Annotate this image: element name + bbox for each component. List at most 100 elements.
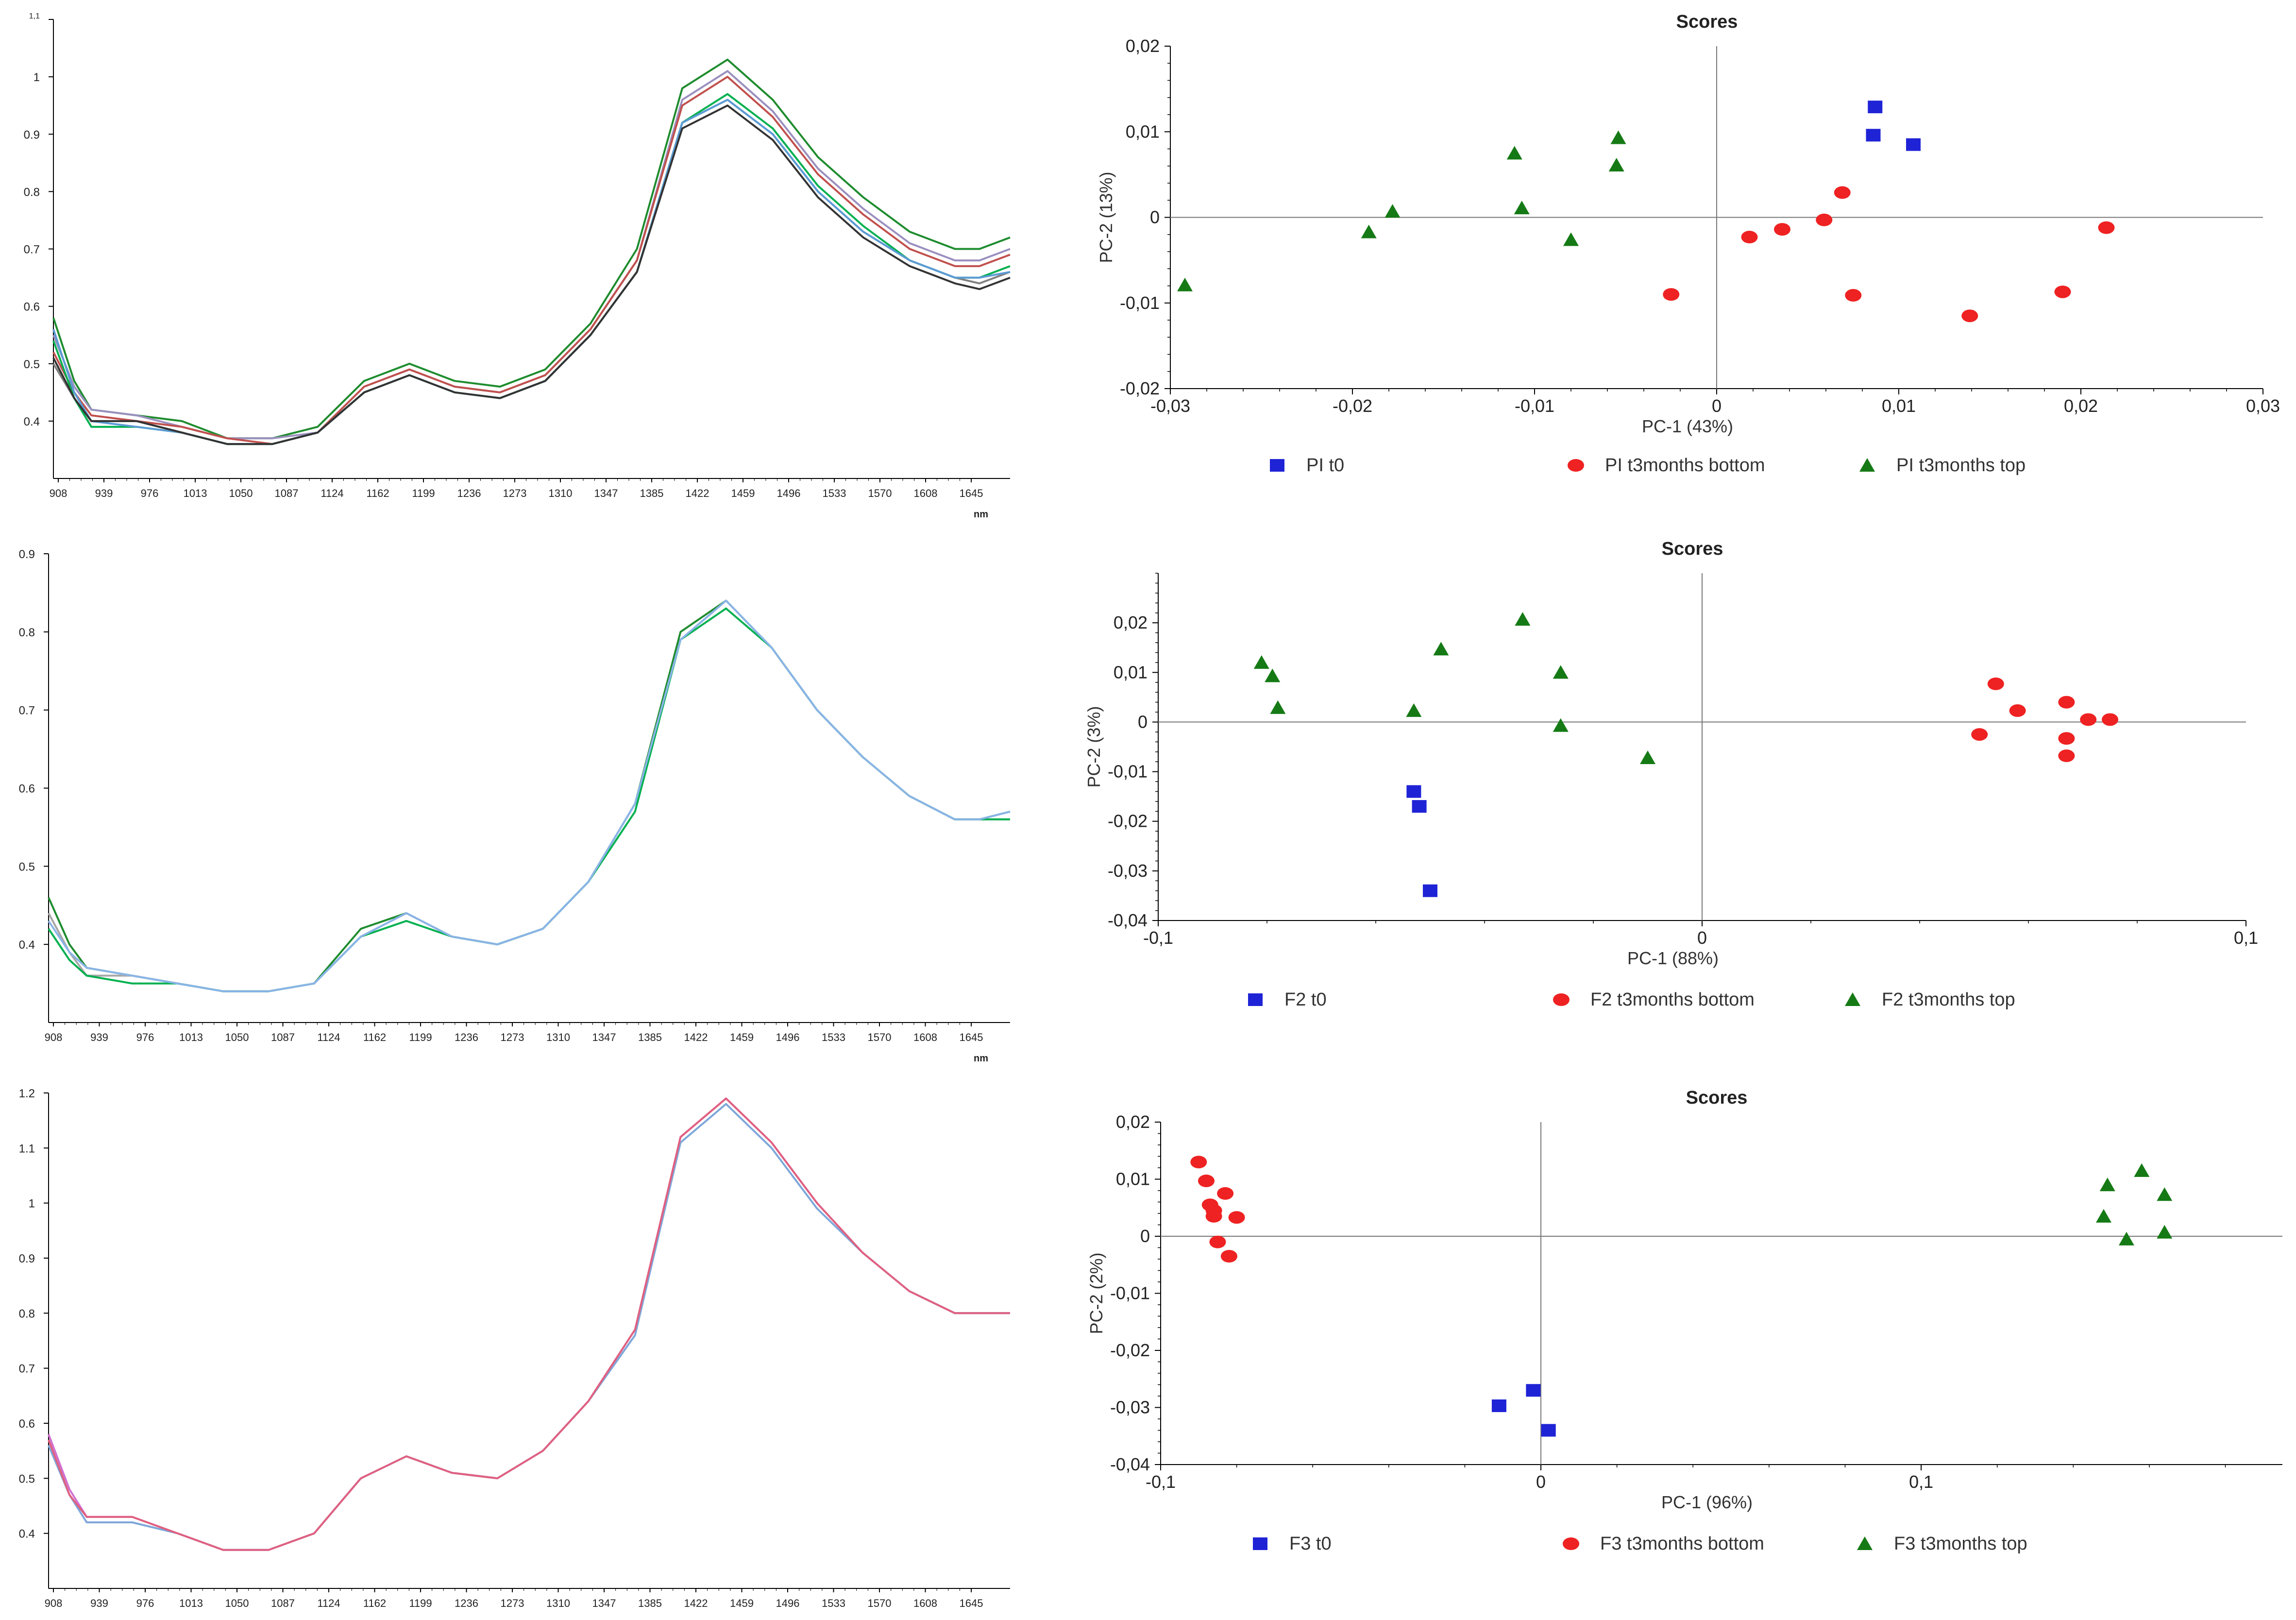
point-square: [1526, 1384, 1541, 1397]
x-tick-label: 0,02: [2064, 396, 2098, 416]
spectrum-line-5: [52, 93, 1011, 445]
point-circle: [1217, 1187, 1234, 1200]
point-triangle: [1270, 700, 1286, 714]
point-circle: [1228, 1211, 1245, 1224]
x-tick-label: 1310: [546, 1597, 570, 1609]
spectrum-line-4: [52, 99, 1011, 445]
x-tick-label: 1310: [549, 487, 573, 499]
x-tick-label: -0,1: [1143, 928, 1173, 948]
x-tick-label: 976: [136, 1597, 154, 1609]
point-circle: [2009, 704, 2026, 717]
x-tick-label: 1347: [592, 1597, 616, 1609]
spectrum-line-1: [52, 58, 1011, 440]
y-tick-label: 1: [34, 71, 40, 84]
spectrum-line-3: [52, 76, 1011, 445]
y-tick-label: 1,1: [29, 12, 40, 20]
legend-swatch-circle: [1553, 993, 1570, 1006]
legend-label: PI t3months bottom: [1605, 455, 1765, 476]
y-axis-label: PC-2 (13%): [1096, 171, 1116, 263]
y-tick-label: 0.6: [19, 783, 35, 796]
y-tick-label: 1.1: [19, 1142, 35, 1155]
x-tick-label: 1385: [638, 1597, 662, 1609]
y-tick-label: 0.6: [19, 1417, 35, 1431]
x-axis-label: PC-1 (88%): [1627, 948, 1719, 968]
spectrum-line-2: [52, 70, 1011, 440]
y-tick-label: 0.5: [24, 358, 40, 371]
x-tick-label: 1533: [822, 1031, 845, 1043]
x-axis-unit-label: nm: [974, 509, 988, 520]
y-tick-label: 0.7: [19, 704, 35, 717]
spectrum-line-7: [52, 104, 1011, 445]
x-axis-unit-label: nm: [974, 1619, 988, 1620]
spectra-chart-3: 0.4 0.5 0.6 0.7 0.8 0.9 1 1.1 1.2 908 939 976 1013 10…: [19, 1087, 1010, 1620]
legend-label: F2 t3months top: [1882, 989, 2015, 1010]
y-tick-label: 0: [1138, 712, 1148, 732]
x-tick-label: 1087: [271, 1031, 295, 1043]
point-triangle: [1406, 703, 1422, 717]
point-circle: [1209, 1235, 1226, 1248]
point-triangle: [2157, 1187, 2173, 1201]
point-triangle: [1640, 750, 1655, 764]
y-tick-label: 1: [29, 1197, 35, 1211]
y-tick-label: -0,04: [1108, 910, 1148, 930]
x-tick-label: 1273: [501, 1597, 524, 1609]
y-tick-label: -0,02: [1110, 1340, 1150, 1360]
x-tick-label: 1124: [321, 487, 343, 499]
x-tick-label: 939: [90, 1597, 108, 1609]
legend-swatch-square: [1270, 459, 1284, 472]
y-tick-label: 0.8: [24, 186, 40, 199]
x-tick-label: 1422: [684, 1031, 708, 1043]
point-square: [1906, 138, 1921, 151]
x-tick-label: 0,03: [2246, 396, 2280, 416]
point-circle: [1845, 289, 1862, 302]
x-tick-label: 1570: [868, 1031, 892, 1043]
point-circle: [1205, 1210, 1222, 1223]
x-tick-label: -0,02: [1333, 396, 1372, 416]
x-tick-label: 1645: [960, 1031, 983, 1043]
point-circle: [1834, 186, 1851, 199]
x-tick-label: 0: [1536, 1472, 1546, 1492]
chart-title: Scores: [1686, 1088, 1748, 1108]
x-axis-label: PC-1 (96%): [1661, 1492, 1753, 1512]
chart-title: Scores: [1676, 12, 1738, 32]
x-tick-label: 1645: [960, 487, 983, 499]
point-triangle: [1253, 655, 1269, 669]
x-tick-label: 1385: [638, 1031, 662, 1043]
y-tick-label: 0.7: [19, 1363, 35, 1376]
legend-swatch-circle: [1563, 1537, 1579, 1550]
point-circle: [2058, 732, 2075, 745]
x-tick-label: 1236: [455, 1597, 478, 1609]
point-circle: [1741, 231, 1758, 244]
point-circle: [1663, 288, 1680, 301]
legend-label: F3 t0: [1289, 1534, 1332, 1554]
y-tick-label: 0.5: [19, 1472, 35, 1485]
x-tick-label: 1013: [179, 1597, 203, 1609]
x-tick-label: 1236: [457, 487, 481, 499]
x-tick-label: 1496: [776, 1597, 800, 1609]
x-tick-label: -0,03: [1150, 396, 1190, 416]
legend-label: F3 t3months bottom: [1600, 1534, 1764, 1554]
x-tick-label: 1273: [503, 487, 527, 499]
x-tick-label: 908: [45, 1597, 63, 1609]
chart-title: Scores: [1662, 539, 1723, 559]
point-triangle: [2134, 1163, 2150, 1177]
x-tick-label: 1013: [184, 487, 207, 499]
x-tick-label: 908: [45, 1031, 63, 1043]
point-circle: [1816, 213, 1833, 226]
x-tick-label: 1310: [546, 1031, 570, 1043]
y-axis-label: PC-2 (3%): [1084, 706, 1104, 787]
x-tick-label: 1570: [868, 487, 892, 499]
legend-swatch-triangle: [1845, 992, 1860, 1006]
y-tick-label: 0.6: [24, 301, 40, 314]
spectrum-line-4: [48, 599, 1011, 992]
x-tick-label: 1385: [640, 487, 664, 499]
spectrum-line-6: [52, 99, 1011, 445]
x-tick-label: 0,1: [1909, 1472, 1933, 1492]
x-tick-label: 1645: [960, 1597, 983, 1609]
x-tick-label: 1050: [225, 1031, 249, 1043]
legend-label: F3 t3months top: [1894, 1534, 2027, 1554]
legend-swatch-triangle: [1859, 458, 1875, 472]
x-tick-label: 1273: [501, 1031, 524, 1043]
x-tick-label: 908: [50, 487, 68, 499]
legend: F3 t0 F3 t3months bottom F3 t3months top: [1253, 1534, 2027, 1554]
